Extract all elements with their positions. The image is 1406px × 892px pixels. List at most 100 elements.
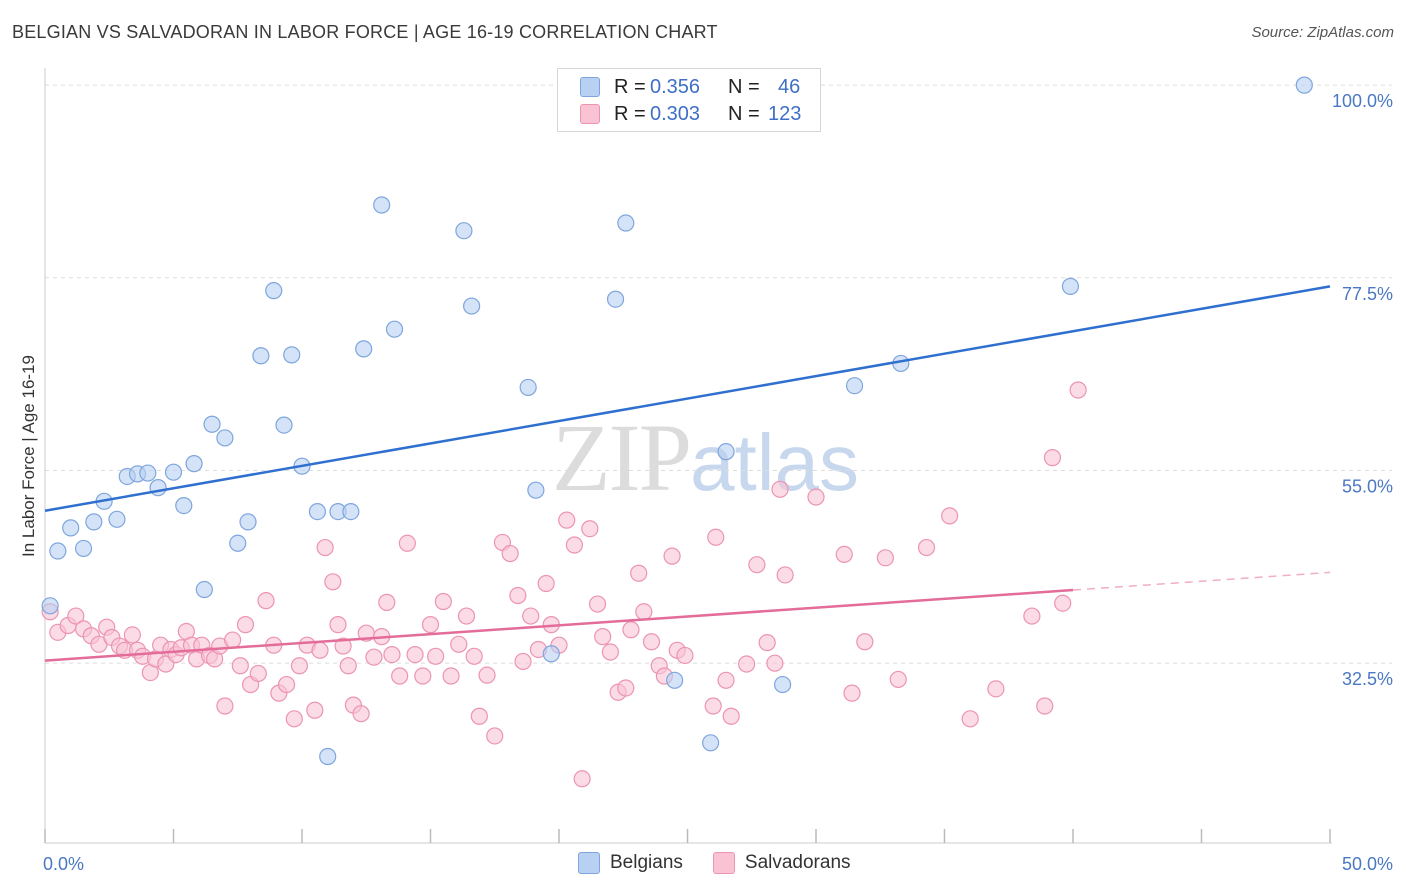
salvadoran-point <box>748 556 766 574</box>
belgian-point <box>203 415 221 433</box>
belgian-point <box>175 496 193 515</box>
salvadoran-point <box>987 680 1005 698</box>
belgian-point <box>373 196 391 214</box>
salvadoran-point <box>1043 449 1062 467</box>
y-axis-title: In Labor Force | Age 16-19 <box>19 355 38 557</box>
y-tick-label: 77.5% <box>1342 284 1393 304</box>
salvadoran-point <box>961 710 979 728</box>
salvadoran-point <box>421 616 440 634</box>
salvadoran-point <box>224 631 242 649</box>
salvadoran-point <box>365 648 383 666</box>
salvadoran-point <box>704 697 722 715</box>
salvadoran-point <box>522 607 540 625</box>
belgian-point <box>463 297 481 315</box>
legend-r-label: R = <box>614 75 646 98</box>
legend-r-value: 0.303 <box>650 102 701 125</box>
belgian-point <box>717 443 735 461</box>
watermark-zip: ZIP <box>552 404 692 511</box>
salvadoran-point <box>758 634 776 652</box>
belgian-point <box>195 580 213 599</box>
salvadoran-point <box>776 566 794 584</box>
belgian-point <box>74 539 93 558</box>
legend-n-value: 123 <box>768 102 802 125</box>
salvadoran-point <box>722 707 740 725</box>
salvadoran-point <box>676 646 694 665</box>
salvadoran-point <box>383 646 401 664</box>
salvadoran-point <box>306 701 324 719</box>
belgian-point <box>108 510 126 528</box>
salvadoran-point <box>635 603 653 621</box>
series-swatch-salvadorans <box>712 852 735 874</box>
series-legend-belgians: Belgians <box>578 852 683 874</box>
salvadoran-point <box>406 646 424 664</box>
salvadoran-point <box>414 667 432 685</box>
salvadoran-point <box>123 626 141 644</box>
legend-n-label: N = <box>728 102 760 125</box>
belgian-point <box>49 542 67 560</box>
trend-lines <box>44 285 1331 662</box>
salvadoran-point <box>843 684 861 702</box>
belgian-point <box>275 416 293 434</box>
watermark: ZIPatlas <box>552 402 859 513</box>
belgian-point <box>1295 76 1313 94</box>
salvadoran-point <box>565 536 584 554</box>
salvadoran-point <box>558 511 576 529</box>
salvadoran-point <box>738 655 756 673</box>
salvadoran-point <box>1036 697 1054 715</box>
belgian-point <box>239 513 257 531</box>
salvadoran-point <box>391 667 409 685</box>
belgian-point <box>1061 277 1080 295</box>
salvadoran-point <box>434 592 452 611</box>
legend-n-value: 46 <box>778 75 801 98</box>
legend-swatch-belgians <box>580 77 600 97</box>
salvadoran-point <box>717 671 735 689</box>
salvadoran-point <box>398 534 416 552</box>
belgian-point <box>164 463 183 481</box>
series-swatch-belgians <box>578 852 600 874</box>
belgian-trend-line <box>44 285 1331 512</box>
belgian-point <box>319 747 337 766</box>
x-tick-label: 0.0% <box>43 854 84 874</box>
belgian-point <box>342 502 360 521</box>
salvadoran-point <box>352 705 370 723</box>
belgian-point <box>385 320 404 338</box>
legend-r-label: R = <box>614 102 646 125</box>
salvadoran-point <box>601 643 620 661</box>
salvadoran-point <box>835 545 853 564</box>
salvadoran-point <box>941 507 959 525</box>
salvadoran-point <box>501 544 519 563</box>
belgian-point <box>85 513 103 531</box>
legend-row-salvadorans: R = 0.303 N = 123 <box>580 102 801 126</box>
salvadoran-point <box>622 621 640 639</box>
salvadoran-point <box>457 607 476 625</box>
salvadoran-point <box>573 770 591 788</box>
salvadoran-point <box>917 538 936 557</box>
salvadoran-point <box>588 595 607 613</box>
salvadoran-point <box>249 664 267 683</box>
y-tick-label: 32.5% <box>1342 669 1393 689</box>
salvadoran-point <box>766 654 784 672</box>
belgian-point <box>265 282 283 300</box>
salvadoran-point <box>1069 381 1087 399</box>
gridlines <box>45 84 1392 664</box>
salvadoran-point <box>324 573 342 591</box>
belgian-point <box>308 502 327 521</box>
x-tick-label: 50.0% <box>1342 854 1393 874</box>
salvadoran-point <box>67 607 85 625</box>
salvadoran-point <box>378 593 396 611</box>
belgian-point <box>702 734 720 752</box>
belgian-point <box>185 455 203 473</box>
belgian-point <box>773 675 792 694</box>
belgian-point <box>542 645 560 663</box>
y-tick-label: 55.0% <box>1342 476 1393 496</box>
salvadoran-point <box>470 707 488 725</box>
series-legend-salvadorans: Salvadorans <box>712 852 851 874</box>
salvadoran-point <box>876 549 894 567</box>
salvadoran-point <box>231 657 249 675</box>
salvadoran-point <box>594 628 612 646</box>
salvadoran-point <box>509 586 527 605</box>
salvadoran-point <box>450 635 468 653</box>
salvadoran-point <box>257 592 275 610</box>
data-points <box>41 76 1313 788</box>
